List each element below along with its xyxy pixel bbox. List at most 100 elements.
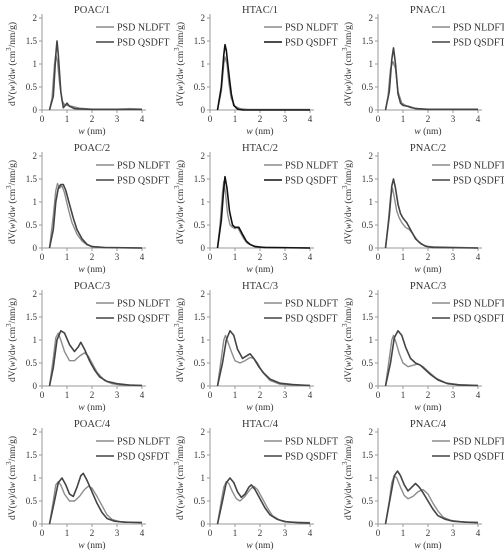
legend-label: PSD QSFDT xyxy=(117,452,170,463)
x-tick-label: 0 xyxy=(376,114,381,124)
series-line-qsdft xyxy=(384,330,479,387)
y-tick-label: 1.5 xyxy=(362,450,374,460)
series-line-qsdft xyxy=(48,183,143,249)
chart-panel: PNAC/1 0 0.5 1 1.5 2 0 1 2 3 4 w (nm) dV(w)/dw (cm3/… xyxy=(336,0,504,137)
y-tick-label: 0.5 xyxy=(26,496,38,506)
x-tick-label: 0 xyxy=(376,390,381,400)
y-tick-label: 0 xyxy=(33,243,38,253)
chart-panel: PNAC/4 0 0.5 1 1.5 2 0 1 2 3 4 w (nm) dV(w)/dw (cm3/… xyxy=(336,414,504,551)
y-tick-label: 1 xyxy=(33,335,38,345)
y-tick-label: 0 xyxy=(201,243,206,253)
x-tick-label: 2 xyxy=(90,390,95,400)
x-tick-label: 4 xyxy=(476,114,481,124)
y-axis-label: dV(w)/dw (cm3/nm/g) xyxy=(341,22,354,106)
y-tick-label: 0 xyxy=(369,243,374,253)
series-line-qsdft xyxy=(216,43,310,111)
x-tick-label: 4 xyxy=(476,528,481,538)
series-line-nldft xyxy=(48,332,143,387)
x-axis-label: w (nm) xyxy=(78,126,105,137)
chart-title: HTAC/2 xyxy=(242,143,278,154)
x-tick-label: 2 xyxy=(90,114,95,124)
x-tick-label: 3 xyxy=(283,390,288,400)
y-tick-label: 0.5 xyxy=(362,82,374,92)
chart-svg: HTAC/1 0 0.5 1 1.5 2 0 1 2 3 4 w (nm) dV(w)/dw (cm3/… xyxy=(173,5,338,137)
x-axis-label: w (nm) xyxy=(78,264,105,275)
legend-label: PSD NLDFT xyxy=(117,161,170,172)
y-axis-label: dV(w)/dw (cm3/nm/g) xyxy=(341,298,354,382)
y-tick-label: 0.5 xyxy=(362,358,374,368)
x-tick-label: 1 xyxy=(65,390,70,400)
x-tick-label: 1 xyxy=(401,390,406,400)
y-axis-label: dV(w)/dw (cm3/nm/g) xyxy=(173,298,186,382)
x-axis-label: w (nm) xyxy=(414,126,441,137)
legend-label: PSD NLDFT xyxy=(453,299,504,310)
x-tick-label: 3 xyxy=(283,252,288,262)
chart-title: HTAC/4 xyxy=(242,419,279,430)
x-tick-label: 4 xyxy=(308,390,313,400)
y-axis-label: dV(w)/dw (cm3/nm/g) xyxy=(5,22,18,106)
legend-label: PSD NLDFT xyxy=(453,161,504,172)
x-tick-label: 4 xyxy=(308,114,313,124)
y-tick-label: 2 xyxy=(369,13,374,23)
y-tick-label: 1.5 xyxy=(194,312,206,322)
legend-label: PSD NLDFT xyxy=(453,23,504,34)
y-tick-label: 1 xyxy=(33,197,38,207)
x-tick-label: 2 xyxy=(426,528,431,538)
chart-panel: HTAC/2 0 0.5 1 1.5 2 0 1 2 3 4 w (nm) dV(w)/dw (cm3/… xyxy=(168,138,338,275)
x-tick-label: 0 xyxy=(40,114,45,124)
y-tick-label: 0 xyxy=(369,105,374,115)
x-tick-label: 0 xyxy=(40,390,45,400)
y-tick-label: 1 xyxy=(201,59,206,69)
chart-svg: PNAC/1 0 0.5 1 1.5 2 0 1 2 3 4 w (nm) dV(w)/dw (cm3/… xyxy=(341,5,504,137)
x-tick-label: 3 xyxy=(115,114,120,124)
y-axis-label: dV(w)/dw (cm3/nm/g) xyxy=(173,22,186,106)
y-tick-label: 0.5 xyxy=(362,220,374,230)
x-tick-label: 3 xyxy=(283,114,288,124)
x-tick-label: 2 xyxy=(90,528,95,538)
x-tick-label: 0 xyxy=(40,528,45,538)
series-line-nldft xyxy=(384,187,479,249)
legend-label: PSD QSDFT xyxy=(285,38,338,49)
y-tick-label: 1 xyxy=(201,335,206,345)
y-tick-label: 1 xyxy=(369,197,374,207)
x-tick-label: 1 xyxy=(401,114,406,124)
y-axis-label: dV(w)/dw (cm3/nm/g) xyxy=(341,436,354,520)
y-axis-label: dV(w)/dw (cm3/nm/g) xyxy=(173,436,186,520)
x-tick-label: 0 xyxy=(376,528,381,538)
legend-label: PSD NLDFT xyxy=(285,437,338,448)
x-tick-label: 3 xyxy=(451,528,456,538)
x-tick-label: 3 xyxy=(451,252,456,262)
legend-label: PSD QSDFT xyxy=(117,314,170,325)
x-tick-label: 2 xyxy=(426,252,431,262)
chart-panel: PNAC/3 0 0.5 1 1.5 2 0 1 2 3 4 w (nm) dV(w)/dw (cm3/… xyxy=(336,276,504,413)
legend-label: PSD NLDFT xyxy=(117,437,170,448)
series-line-qsdft xyxy=(216,330,311,387)
x-tick-label: 4 xyxy=(476,252,481,262)
x-tick-label: 0 xyxy=(40,252,45,262)
chart-svg: POAC/4 0 0.5 1 1.5 2 0 1 2 3 4 w (nm) dV(w)/dw (cm3/… xyxy=(5,419,170,551)
x-tick-label: 1 xyxy=(233,528,238,538)
chart-title: PNAC/3 xyxy=(410,281,446,292)
y-tick-label: 0.5 xyxy=(194,220,206,230)
y-tick-label: 0.5 xyxy=(26,82,38,92)
y-tick-label: 0 xyxy=(33,519,38,529)
y-tick-label: 2 xyxy=(369,427,374,437)
y-tick-label: 0 xyxy=(369,519,374,529)
x-tick-label: 3 xyxy=(115,528,120,538)
x-tick-label: 4 xyxy=(140,528,145,538)
chart-svg: HTAC/2 0 0.5 1 1.5 2 0 1 2 3 4 w (nm) dV(w)/dw (cm3/… xyxy=(173,143,338,275)
y-tick-label: 0 xyxy=(33,381,38,391)
y-tick-label: 2 xyxy=(33,289,38,299)
y-tick-label: 1 xyxy=(369,59,374,69)
series-line-nldft xyxy=(48,54,143,111)
x-tick-label: 1 xyxy=(233,252,238,262)
x-tick-label: 1 xyxy=(401,252,406,262)
y-tick-label: 1.5 xyxy=(362,174,374,184)
x-tick-label: 0 xyxy=(208,390,213,400)
y-tick-label: 2 xyxy=(33,13,38,23)
series-line-qsdft xyxy=(216,175,311,249)
y-tick-label: 1.5 xyxy=(362,312,374,322)
series-line-nldft xyxy=(384,475,479,525)
y-tick-label: 1 xyxy=(201,473,206,483)
y-tick-label: 2 xyxy=(201,427,206,437)
